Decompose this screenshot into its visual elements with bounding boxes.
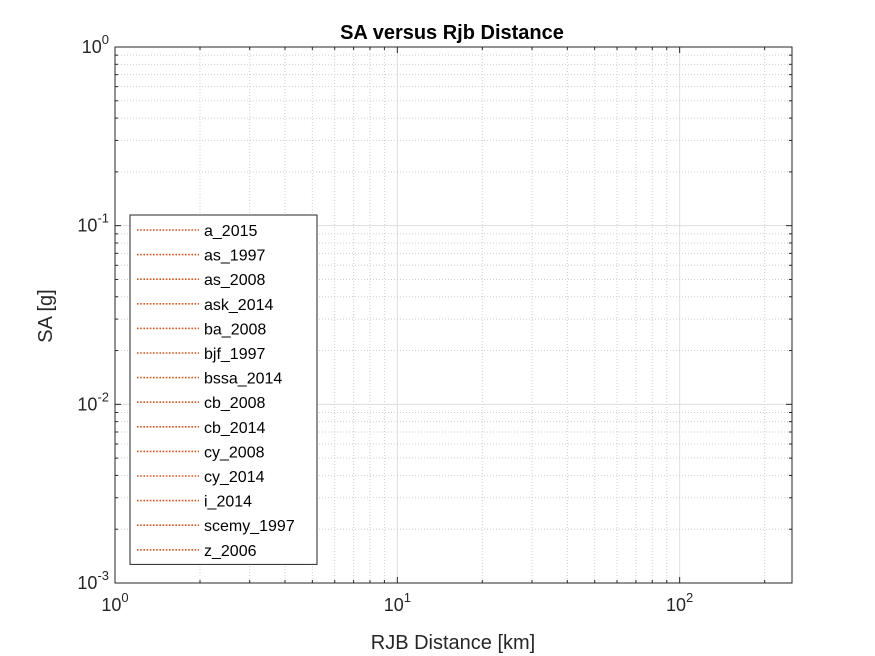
legend-label: cy_2008 <box>204 444 265 461</box>
x-axis-ticks: 100 101 102 <box>101 47 766 615</box>
x-tick-label: 101 <box>384 590 411 615</box>
legend-entry: ask_2014 <box>137 297 273 314</box>
legend-label: i_2014 <box>204 494 252 511</box>
legend-entry: i_2014 <box>137 494 252 511</box>
legend-entry: bssa_2014 <box>137 371 282 388</box>
legend-label: cb_2014 <box>204 420 265 437</box>
legend-label: scemy_1997 <box>204 518 295 535</box>
legend-label: z_2006 <box>204 543 257 560</box>
x-axis-label: RJB Distance [km] <box>371 632 535 654</box>
legend-label: cy_2014 <box>204 469 265 486</box>
legend-entry: cb_2008 <box>137 395 265 412</box>
legend-entry: z_2006 <box>137 543 257 560</box>
legend-entry: scemy_1997 <box>137 518 295 535</box>
chart-title: SA versus Rjb Distance <box>340 22 564 44</box>
legend-entry: as_2008 <box>137 272 265 289</box>
legend-label: bssa_2014 <box>204 371 282 388</box>
legend-label: bjf_1997 <box>204 346 265 363</box>
y-tick-label: 10-3 <box>77 568 109 593</box>
legend-label: as_2008 <box>204 272 265 289</box>
legend-entry: cb_2014 <box>137 420 265 437</box>
legend-label: cb_2008 <box>204 395 265 412</box>
axes-box <box>114 46 793 584</box>
legend-entry: cy_2008 <box>137 444 265 461</box>
legend-entry: ba_2008 <box>137 321 266 338</box>
x-tick-label: 100 <box>101 590 128 615</box>
y-tick-label: 10-1 <box>77 211 109 236</box>
legend-label: as_1997 <box>204 248 265 265</box>
legend: a_2015 as_1997 as_2008 ask_2014 ba_2008 bjf_1… <box>129 214 318 565</box>
y-tick-label: 10-2 <box>77 389 109 414</box>
legend-label: ba_2008 <box>204 321 266 338</box>
x-tick-label: 102 <box>666 590 693 615</box>
legend-label: ask_2014 <box>204 297 273 314</box>
grid <box>115 47 792 583</box>
legend-entry: a_2015 <box>137 223 257 240</box>
legend-entry: as_1997 <box>137 248 265 265</box>
legend-entry: cy_2014 <box>137 469 265 486</box>
y-tick-label: 100 <box>82 32 109 57</box>
legend-entry: bjf_1997 <box>137 346 265 363</box>
y-axis-label: SA [g] <box>35 289 57 342</box>
legend-label: a_2015 <box>204 223 257 240</box>
y-axis-ticks: 100 10-1 10-2 10-3 <box>77 32 792 593</box>
legend-box <box>129 214 318 565</box>
